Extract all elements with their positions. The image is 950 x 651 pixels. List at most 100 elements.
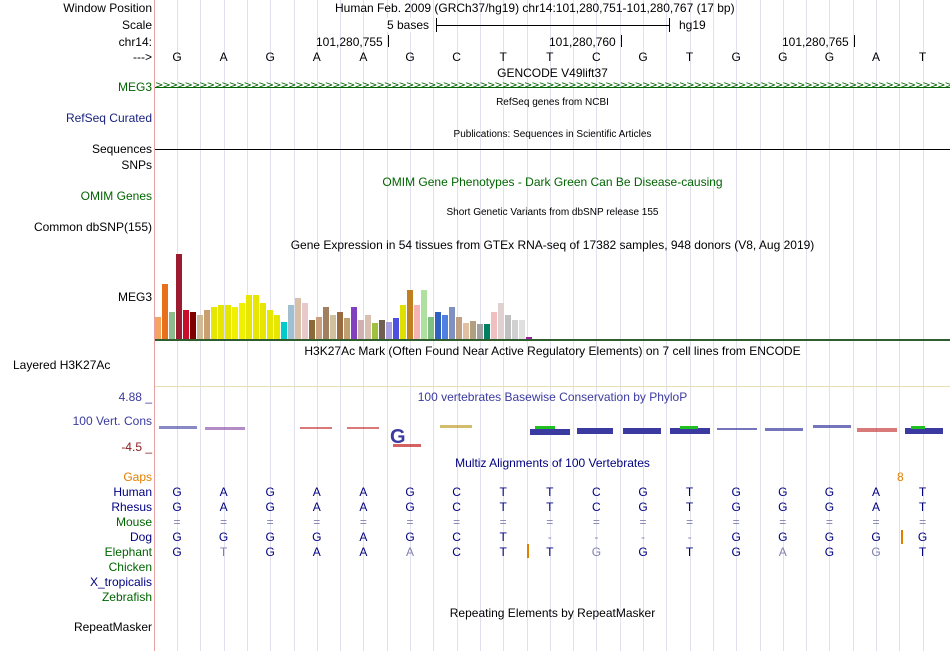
base-cell: G: [778, 500, 788, 514]
gtex-tissue-bar[interactable]: [526, 336, 532, 339]
base-cell: G: [172, 530, 182, 544]
gtex-tissue-bar[interactable]: [498, 302, 504, 339]
gtex-tissue-bar[interactable]: [463, 323, 469, 339]
gtex-tissue-bar[interactable]: [183, 309, 189, 339]
gtex-tissue-bar[interactable]: [435, 312, 441, 339]
gtex-tissue-bar[interactable]: [470, 320, 476, 339]
gtex-tissue-bar[interactable]: [344, 318, 350, 339]
gtex-bar-chart[interactable]: [155, 252, 540, 339]
gtex-tissue-bar[interactable]: [323, 307, 329, 339]
label-dbsnp[interactable]: Common dbSNP(155): [33, 220, 152, 234]
gtex-tissue-bar[interactable]: [365, 314, 371, 339]
base-cell: T: [219, 545, 228, 559]
gtex-tissue-bar[interactable]: [274, 314, 280, 339]
gtex-tissue-bar[interactable]: [197, 314, 203, 339]
gtex-tissue-bar[interactable]: [351, 307, 357, 339]
gtex-tissue-bar[interactable]: [414, 305, 420, 339]
gtex-tissue-bar[interactable]: [449, 307, 455, 339]
label-zebrafish: Zebrafish: [101, 590, 152, 604]
gtex-tissue-bar[interactable]: [232, 307, 238, 339]
label-gaps[interactable]: Gaps: [123, 470, 152, 484]
gtex-tissue-bar[interactable]: [421, 290, 427, 339]
gtex-tissue-bar[interactable]: [519, 319, 525, 339]
label-repeatmasker[interactable]: RepeatMasker: [73, 620, 152, 634]
cons-mark: [623, 428, 661, 434]
gtex-tissue-bar[interactable]: [288, 305, 294, 339]
base-cell: =: [266, 515, 274, 529]
gtex-tissue-bar[interactable]: [225, 305, 231, 339]
gtex-tissue-bar[interactable]: [309, 319, 315, 339]
label-xtrop: X_tropicalis: [89, 575, 152, 589]
gtex-tissue-bar[interactable]: [400, 305, 406, 339]
label-sequences[interactable]: Sequences: [91, 142, 152, 156]
gtex-tissue-bar[interactable]: [176, 254, 182, 339]
label-h3k27ac[interactable]: Layered H3K27Ac: [13, 358, 111, 372]
cons-mark: [159, 426, 197, 429]
gtex-tissue-bar[interactable]: [407, 290, 413, 339]
label-omim[interactable]: OMIM Genes: [80, 189, 152, 203]
base-cell: T: [546, 485, 554, 499]
gtex-tissue-bar[interactable]: [169, 312, 175, 339]
coord-1: 101,280,755: [316, 35, 383, 49]
gtex-tissue-bar[interactable]: [372, 323, 378, 339]
meg3-gene-line[interactable]: [155, 87, 950, 88]
gtex-tissue-bar[interactable]: [505, 314, 511, 339]
gtex-tissue-bar[interactable]: [477, 324, 483, 339]
gtex-tissue-bar[interactable]: [253, 295, 259, 339]
gtex-tissue-bar[interactable]: [491, 312, 497, 339]
base-cell: =: [359, 515, 367, 529]
gtex-tissue-bar[interactable]: [393, 318, 399, 339]
label-snps[interactable]: SNPs: [121, 158, 152, 172]
phylop-logo-strip[interactable]: G: [155, 425, 950, 448]
gtex-tissue-bar[interactable]: [155, 317, 161, 339]
gtex-tissue-bar[interactable]: [267, 309, 273, 339]
gtex-title: Gene Expression in 54 tissues from GTEx …: [290, 238, 815, 252]
label-refseq[interactable]: RefSeq Curated: [65, 111, 152, 125]
gtex-tissue-bar[interactable]: [260, 302, 266, 339]
gtex-tissue-bar[interactable]: [484, 324, 490, 339]
gtex-tissue-bar[interactable]: [162, 284, 168, 339]
gtex-tissue-bar[interactable]: [239, 302, 245, 339]
gtex-tissue-bar[interactable]: [512, 319, 518, 339]
gtex-tissue-bar[interactable]: [211, 307, 217, 339]
coord-1-tick: [388, 35, 389, 47]
gtex-tissue-bar[interactable]: [204, 309, 210, 339]
base-cell: G: [265, 530, 275, 544]
gtex-tissue-bar[interactable]: [337, 312, 343, 339]
gtex-tissue-bar[interactable]: [281, 322, 287, 339]
label-meg3[interactable]: MEG3: [117, 80, 152, 94]
base-cell: T: [546, 50, 554, 64]
gtex-tissue-bar[interactable]: [302, 302, 308, 339]
grid-line: [643, 0, 644, 651]
base-cell: G: [265, 500, 275, 514]
gtex-tissue-bar[interactable]: [386, 322, 392, 339]
base-cell: C: [592, 50, 601, 64]
label-meg3-expression[interactable]: MEG3: [117, 290, 152, 304]
base-cell: C: [592, 485, 601, 499]
base-cell: T: [918, 500, 927, 514]
base-cell: C: [452, 50, 461, 64]
gtex-tissue-bar[interactable]: [456, 317, 462, 339]
base-cell: G: [871, 545, 881, 559]
base-cell: T: [685, 485, 694, 499]
cons-mark: [530, 429, 570, 435]
base-cell: C: [452, 500, 461, 514]
gtex-tissue-bar[interactable]: [428, 317, 434, 339]
gtex-tissue-bar[interactable]: [295, 297, 301, 339]
gtex-tissue-bar[interactable]: [190, 312, 196, 339]
gtex-tissue-bar[interactable]: [218, 305, 224, 339]
coord-3-tick: [854, 35, 855, 47]
gtex-tissue-bar[interactable]: [379, 319, 385, 339]
gtex-tissue-bar[interactable]: [358, 319, 364, 339]
gtex-tissue-bar[interactable]: [442, 314, 448, 339]
grid-line: [712, 0, 714, 651]
cons-letter-g: G: [390, 426, 406, 448]
gtex-tissue-bar[interactable]: [246, 295, 252, 339]
phylop-logo-svg: G: [159, 425, 943, 448]
label-cons[interactable]: 100 Vert. Cons: [72, 414, 152, 428]
gtex-tissue-bar[interactable]: [316, 317, 322, 339]
base-cell: T: [499, 530, 507, 544]
base-cell: G: [731, 545, 741, 559]
base-cell: G: [172, 50, 182, 64]
gtex-tissue-bar[interactable]: [330, 314, 336, 339]
